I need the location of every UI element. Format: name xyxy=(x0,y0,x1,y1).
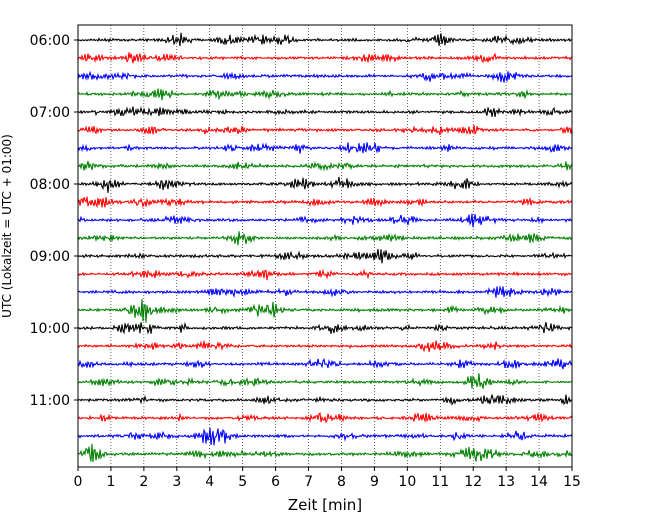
trace-1130 xyxy=(77,427,573,446)
y-tick-label-2: 08:00 xyxy=(30,177,70,193)
x-tick-label-7: 7 xyxy=(304,474,313,490)
trace-0815 xyxy=(77,196,573,209)
x-tick-label-11: 11 xyxy=(431,474,449,490)
x-tick-label-3: 3 xyxy=(172,474,181,490)
plot-frame xyxy=(77,24,573,468)
trace-0645 xyxy=(77,88,573,101)
x-axis-ticks: 0 1 2 3 4 5 6 7 8 9 10 11 12 13 14 15 xyxy=(74,467,581,490)
trace-0830 xyxy=(77,213,573,228)
trace-0600 xyxy=(77,32,573,47)
y-tick-label-4: 10:00 xyxy=(30,321,70,337)
x-tick-label-9: 9 xyxy=(370,474,379,490)
trace-0915 xyxy=(77,268,573,281)
trace-0745 xyxy=(77,160,573,172)
seismic-traces xyxy=(77,32,573,463)
trace-0730 xyxy=(77,142,573,154)
trace-0930 xyxy=(77,285,573,298)
trace-1030 xyxy=(77,357,573,370)
trace-0615 xyxy=(77,52,572,64)
y-tick-label-1: 07:00 xyxy=(30,105,70,121)
trace-1145 xyxy=(77,443,573,463)
trace-1100 xyxy=(77,394,573,406)
y-axis-ticks: 06:00 07:00 08:00 09:00 10:00 11:00 xyxy=(30,33,78,409)
y-axis-label: UTC (Lokalzeit = UTC + 01:00) xyxy=(0,134,14,318)
x-tick-label-12: 12 xyxy=(464,474,482,490)
y-tick-label-5: 11:00 xyxy=(30,393,70,409)
trace-1115 xyxy=(77,411,573,424)
x-tick-label-0: 0 xyxy=(74,474,83,490)
trace-0945 xyxy=(77,298,573,323)
trace-0715 xyxy=(77,124,573,136)
y-tick-label-3: 09:00 xyxy=(30,249,70,265)
y-tick-label-0: 06:00 xyxy=(30,33,70,49)
x-tick-label-8: 8 xyxy=(337,474,346,490)
trace-1045 xyxy=(77,373,573,389)
x-tick-label-6: 6 xyxy=(271,474,280,490)
trace-1015 xyxy=(77,340,573,353)
x-tick-label-15: 15 xyxy=(563,474,581,490)
trace-0845 xyxy=(77,231,573,246)
trace-0900 xyxy=(77,248,573,264)
x-tick-label-2: 2 xyxy=(139,474,148,490)
trace-0700 xyxy=(77,106,573,117)
trace-0800 xyxy=(77,176,573,193)
x-tick-label-1: 1 xyxy=(106,474,115,490)
x-tick-label-13: 13 xyxy=(497,474,515,490)
x-tick-label-4: 4 xyxy=(205,474,214,490)
trace-0630 xyxy=(77,70,573,83)
x-axis-label: Zeit [min] xyxy=(288,496,362,514)
x-tick-label-5: 5 xyxy=(238,474,247,490)
trace-1000 xyxy=(77,321,573,335)
x-tick-label-14: 14 xyxy=(530,474,548,490)
x-tick-label-10: 10 xyxy=(398,474,416,490)
